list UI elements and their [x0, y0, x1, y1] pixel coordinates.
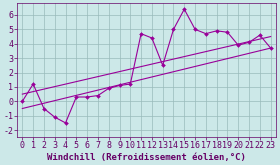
X-axis label: Windchill (Refroidissement éolien,°C): Windchill (Refroidissement éolien,°C) — [47, 152, 246, 162]
